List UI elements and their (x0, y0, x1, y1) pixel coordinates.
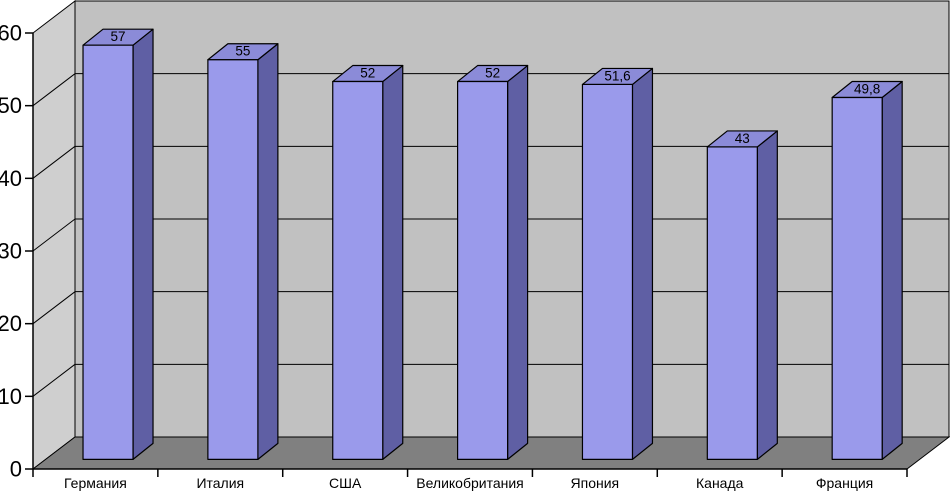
bar-front-face (457, 80, 509, 460)
bar-column-Великобритания: 52 (457, 64, 529, 460)
bar-column-Италия: 55 (207, 43, 279, 460)
y-axis-tick-label: 60 (0, 21, 22, 46)
y-axis-tick-label: 20 (0, 311, 22, 336)
bar-value-label: 43 (735, 131, 750, 146)
bar-column-Япония: 51,6 (581, 67, 654, 460)
bar-side-face (132, 28, 154, 460)
bar-value-label: 57 (111, 29, 126, 44)
category-label: Италия (196, 475, 244, 491)
category-label: Япония (571, 475, 620, 491)
bar-value-label: 49,8 (854, 82, 880, 97)
y-axis-tick-label: 30 (0, 239, 22, 264)
bar-front-face (207, 59, 259, 460)
gridline-side (32, 291, 76, 325)
y-axis-tick-label: 10 (0, 384, 22, 409)
category-label: Германия (64, 475, 127, 491)
gridline-side (32, 73, 76, 107)
bar-side-face (631, 67, 654, 460)
category-label: США (329, 475, 362, 491)
gridline-side (32, 145, 76, 179)
bar-side-face (881, 80, 903, 460)
bar-front-face (332, 80, 384, 460)
bar-column-США: 52 (332, 64, 404, 460)
bar-column-Германия: 57 (82, 28, 154, 460)
bar-value-label: 52 (360, 66, 375, 81)
gridline-side (32, 363, 76, 397)
category-label: Канада (696, 475, 744, 491)
bar-value-label: 55 (235, 44, 250, 59)
y-axis-tick-label: 0 (10, 457, 22, 482)
y-axis-tick-label: 50 (0, 93, 22, 118)
y-axis-tick-label: 40 (0, 166, 22, 191)
y-axis: 0 10 20 30 40 50 60 (0, 21, 34, 482)
bar-column-Франция: 49,8 (831, 80, 903, 460)
bar-value-label: 52 (485, 66, 500, 81)
bar-value-label: 51,6 (604, 68, 630, 83)
category-label: Великобритания (416, 475, 524, 491)
bar-front-face (831, 96, 883, 460)
bar-side-face (756, 130, 778, 460)
bar-front-face (706, 146, 758, 460)
bar-side-face (382, 64, 404, 460)
x-axis: Германия Италия США Великобритания Япония Кан… (32, 468, 908, 491)
bar-front-face (82, 44, 134, 460)
gridline-side (32, 218, 76, 252)
bar-column-Канада: 43 (706, 130, 778, 460)
bar-front-face (581, 83, 634, 460)
bar-side-face (257, 43, 279, 460)
category-label: Франция (816, 475, 873, 491)
bar-side-face (507, 64, 529, 460)
